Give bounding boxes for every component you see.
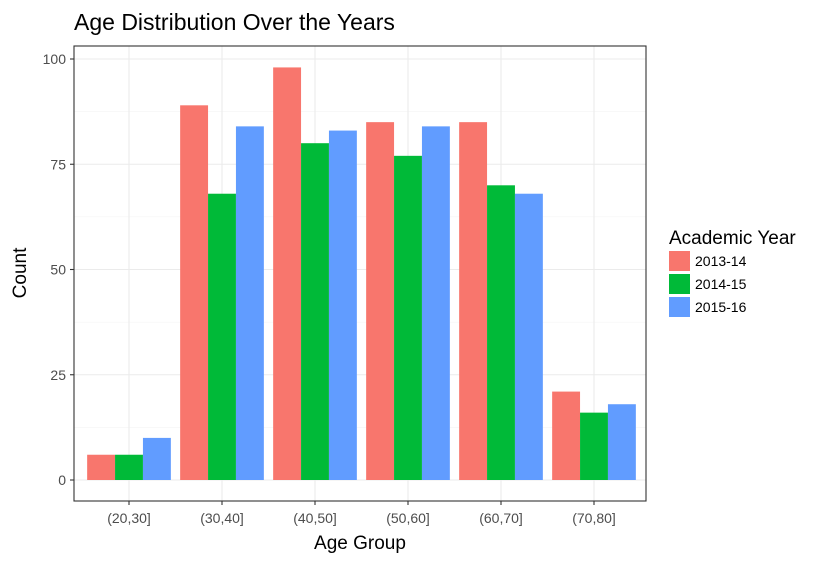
- x-axis: (20,30] (30,40] (40,50] (50,60] (60,70] (70,8…: [107, 501, 616, 526]
- legend-label-2014-15: 2014-15: [695, 276, 747, 292]
- bar-2015-16-(40,50]: [328, 130, 357, 480]
- bar-2013-14-(60,70]: [459, 122, 488, 481]
- x-tick-label: (50,60]: [386, 510, 430, 526]
- x-tick-label: (20,30]: [107, 510, 151, 526]
- bar-2015-16-(60,70]: [514, 193, 543, 480]
- bar-2014-15-(60,70]: [487, 185, 515, 481]
- x-tick-label: (60,70]: [479, 510, 523, 526]
- y-axis-title: Count: [10, 247, 31, 298]
- panel-background: [74, 46, 646, 501]
- x-tick-label: (70,80]: [572, 510, 616, 526]
- panel-border: [73, 45, 647, 502]
- x-tick-label: (40,50]: [293, 510, 337, 526]
- grid: [74, 46, 646, 501]
- bar-2015-16-(50,60]: [421, 126, 450, 481]
- bar-2015-16-(70,80]: [607, 404, 636, 480]
- legend-key-2013-14: [669, 251, 690, 271]
- bar-2014-15-(40,50]: [301, 143, 329, 480]
- y-tick-label: 0: [58, 472, 66, 488]
- x-tick-label: (30,40]: [200, 510, 244, 526]
- bar-2014-15-(50,60]: [394, 155, 422, 480]
- y-axis: 0 25 50 75 100: [43, 51, 74, 488]
- y-tick-label: 100: [43, 51, 67, 67]
- legend: Academic Year 2013-14 2014-15 2015-16: [669, 228, 796, 317]
- bar-2014-15-(70,80]: [580, 412, 608, 480]
- bar-2014-15-(20,30]: [115, 454, 143, 480]
- y-tick-label: 25: [50, 367, 66, 383]
- y-tick-label: 50: [50, 262, 66, 278]
- bar-2015-16-(30,40]: [235, 126, 264, 481]
- x-axis-title: Age Group: [314, 533, 406, 554]
- legend-title: Academic Year: [669, 228, 796, 249]
- bar-2013-14-(40,50]: [273, 67, 302, 481]
- legend-key-2015-16: [669, 297, 690, 317]
- legend-label-2015-16: 2015-16: [695, 299, 747, 315]
- bars: [87, 67, 636, 481]
- bar-2015-16-(20,30]: [142, 437, 171, 480]
- bar-2013-14-(30,40]: [180, 105, 209, 480]
- y-tick-label: 75: [50, 156, 66, 172]
- bar-2013-14-(20,30]: [87, 454, 116, 480]
- bar-2013-14-(50,60]: [366, 122, 395, 481]
- legend-key-2014-15: [669, 274, 690, 294]
- chart-title: Age Distribution Over the Years: [74, 9, 395, 35]
- bar-2013-14-(70,80]: [552, 391, 581, 480]
- bar-2014-15-(30,40]: [208, 193, 236, 480]
- legend-label-2013-14: 2013-14: [695, 253, 747, 269]
